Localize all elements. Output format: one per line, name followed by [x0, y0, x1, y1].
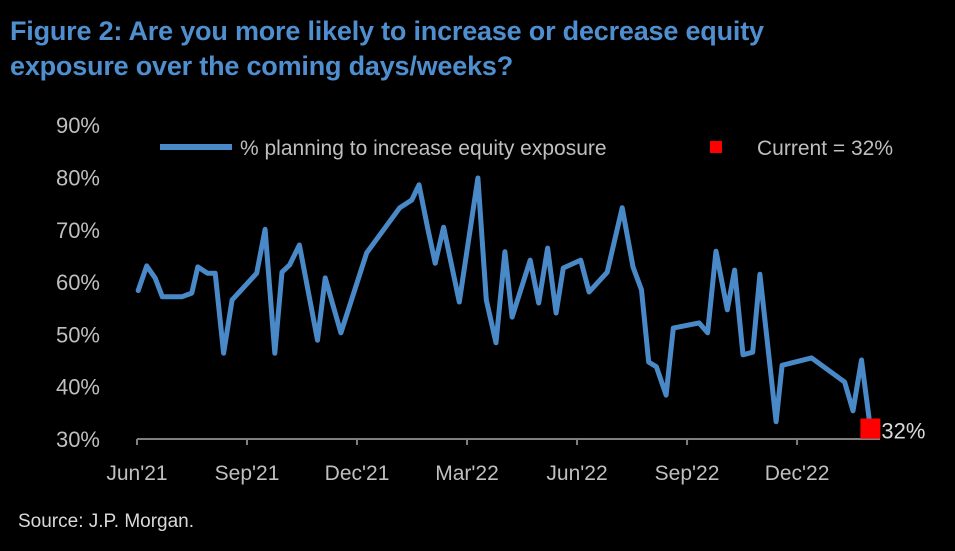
legend: % planning to increase equity exposure C… — [160, 137, 893, 160]
y-tick-label: 30% — [56, 427, 100, 452]
x-tick-label: Dec'22 — [765, 462, 830, 485]
y-tick-label: 80% — [56, 166, 100, 191]
title-line-1: Figure 2: Are you more likely to increas… — [10, 16, 764, 46]
current-value-label: 32% — [881, 419, 925, 444]
legend-current-swatch — [710, 141, 722, 153]
y-tick-label: 50% — [56, 322, 100, 347]
x-tick-label: Jun'22 — [546, 462, 607, 485]
x-tick-label: Sep'21 — [215, 462, 280, 485]
legend-series-label: % planning to increase equity exposure — [240, 137, 607, 160]
y-tick-label: 70% — [56, 218, 100, 243]
x-tick-label: Dec'21 — [325, 462, 390, 485]
legend-current-label: Current = 32% — [757, 137, 893, 160]
x-tick-label: Jun'21 — [106, 462, 167, 485]
title-line-2: exposure over the coming days/weeks? — [10, 51, 513, 81]
x-axis: Jun'21 Sep'21 Dec'21 Mar'22 Jun'22 Sep'22 Dec'… — [106, 438, 880, 485]
series: 32% — [135, 175, 925, 444]
chart-title: Figure 2: Are you more likely to increas… — [10, 14, 764, 84]
y-tick-label: 90% — [56, 113, 100, 138]
series-line — [135, 175, 873, 431]
current-marker — [860, 418, 881, 439]
source-note: Source: J.P. Morgan. — [18, 511, 195, 532]
y-axis: 30% 40% 50% 60% 70% 80% 90% — [56, 113, 100, 452]
x-tick-label: Sep'22 — [655, 462, 720, 485]
x-tick-label: Mar'22 — [435, 462, 499, 485]
y-tick-label: 60% — [56, 270, 100, 295]
y-tick-label: 40% — [56, 375, 100, 400]
